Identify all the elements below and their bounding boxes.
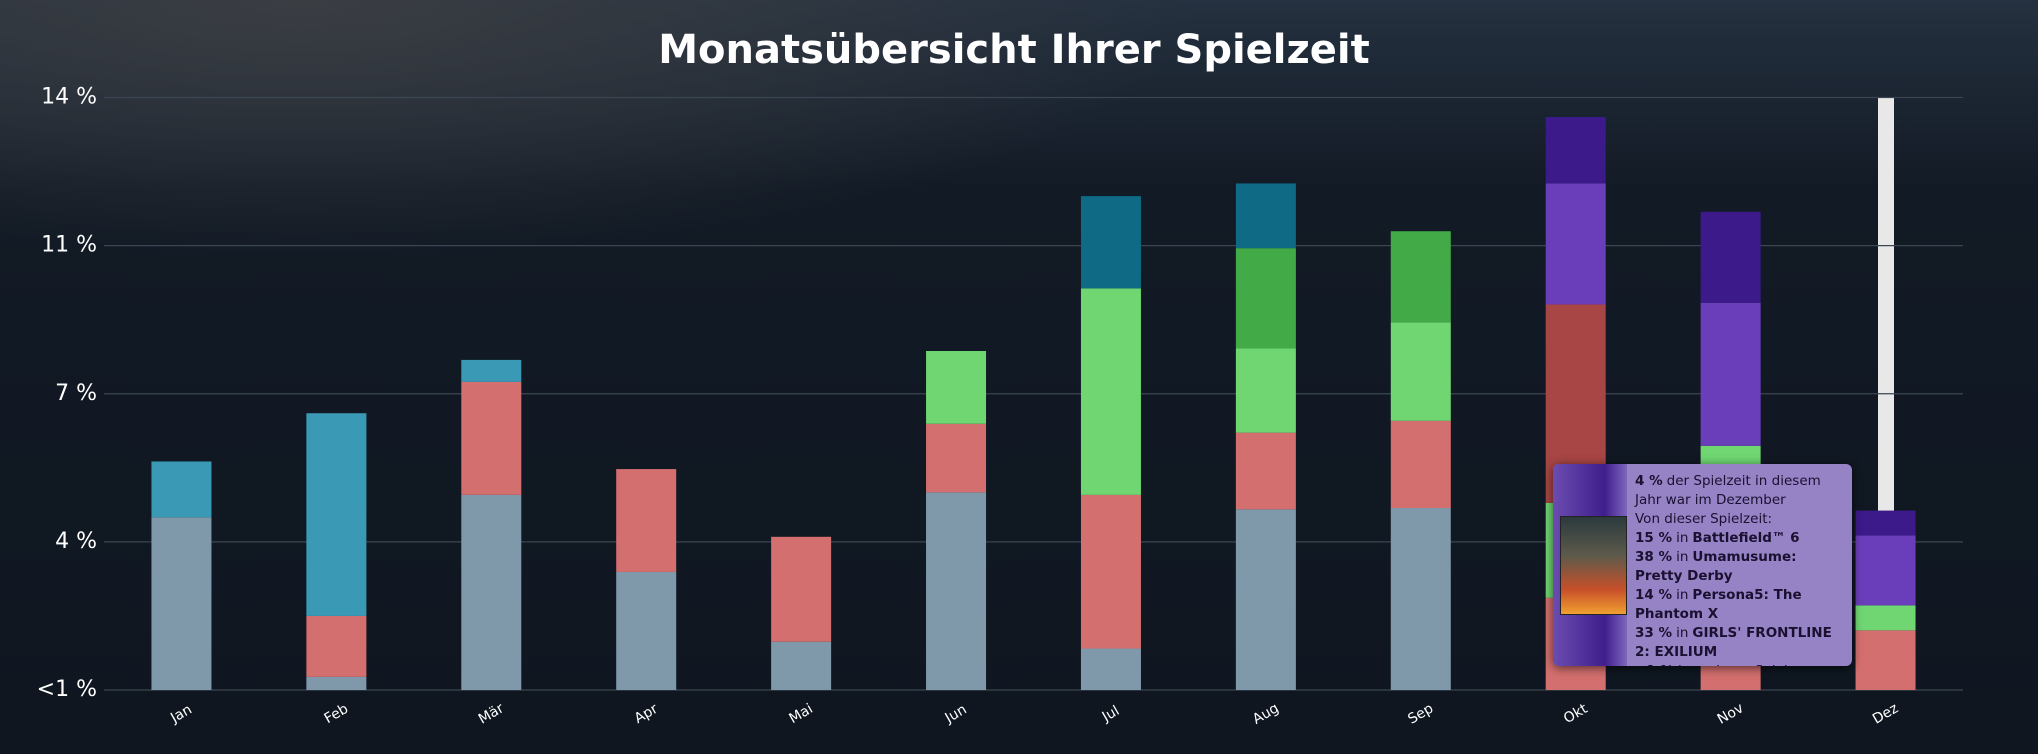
bar-segment (1855, 630, 1916, 690)
bar-segment (151, 461, 212, 518)
tooltip-game: Battlefield™ 6 (1692, 530, 1800, 546)
bar-segment (1235, 183, 1296, 249)
bar-segment (306, 676, 367, 690)
bar-segment (1390, 231, 1451, 323)
x-tick-label: Jan (167, 702, 195, 727)
bar-segment (306, 615, 367, 677)
tooltip-text: in (1676, 587, 1689, 603)
bar-segment (1080, 494, 1141, 649)
bar-segment (771, 536, 832, 642)
tooltip-text: 4 % der Spielzeit in diesem Jahr war im D… (1635, 472, 1847, 666)
y-tick-label: 4 % (55, 529, 97, 554)
y-tick-label: 7 % (55, 381, 97, 406)
bar-segment (1545, 183, 1606, 305)
tooltip-text: in (1676, 625, 1689, 641)
bar-segment (1235, 432, 1296, 510)
tooltip-line: 33 % in GIRLS' FRONTLINE 2: EXILIUM (1635, 624, 1847, 662)
bar-segment (926, 423, 987, 493)
bar-segment (306, 413, 367, 616)
bar-segment (461, 494, 522, 690)
tooltip-bold: <1 % (1635, 663, 1674, 666)
hover-highlight (1878, 97, 1894, 511)
bar-segment (926, 351, 987, 424)
tooltip-text: in anderen Spielen (1678, 663, 1805, 666)
bar-segment (151, 517, 212, 690)
bar-segment (1855, 510, 1916, 536)
bar-segment (1700, 211, 1761, 303)
bar-segment (926, 492, 987, 690)
tooltip-game: GIRLS' FRONTLINE 2: EXILIUM (1635, 625, 1832, 660)
bar-segment (616, 469, 677, 572)
bar-segment (1390, 508, 1451, 690)
x-tick-label: Sep (1405, 700, 1436, 727)
x-tick-label: Apr (632, 701, 661, 727)
x-tick-label: Jul (1099, 703, 1123, 726)
bar-segment (1080, 648, 1141, 690)
bar-segment (1855, 605, 1916, 631)
tooltip-text: in (1676, 549, 1689, 565)
tooltip-text: Von dieser Spielzeit: (1635, 511, 1773, 527)
tooltip-line: 4 % der Spielzeit in diesem Jahr war im D… (1635, 472, 1847, 510)
bar-segment (1235, 348, 1296, 433)
bar-segment (1700, 302, 1761, 446)
x-tick-label: Jun (942, 702, 970, 727)
tooltip-line: 14 % in Persona5: The Phantom X (1635, 586, 1847, 624)
tooltip-line: 38 % in Umamusume: Pretty Derby (1635, 548, 1847, 586)
bar-segment (1390, 420, 1451, 509)
tooltip-game: Umamusume: Pretty Derby (1635, 549, 1797, 584)
bar-segment (461, 381, 522, 495)
tooltip-line: Von dieser Spielzeit: (1635, 510, 1847, 529)
tooltip-text: der Spielzeit in diesem Jahr war im Deze… (1635, 473, 1821, 508)
x-tick-label: Feb (322, 701, 352, 727)
tooltip-game: Persona5: The Phantom X (1635, 587, 1802, 622)
bar-segment (1080, 288, 1141, 495)
bar-segment (1855, 535, 1916, 606)
tooltip: 4 % der Spielzeit in diesem Jahr war im D… (1553, 464, 1852, 666)
x-tick-label: Okt (1561, 701, 1591, 727)
tooltip-bold: 38 % (1635, 549, 1673, 565)
bar-segment (616, 571, 677, 690)
bar-segment (771, 641, 832, 690)
x-tick-label: Nov (1715, 700, 1747, 728)
tooltip-bold: 4 % (1635, 473, 1663, 489)
x-tick-label: Dez (1870, 700, 1901, 727)
tooltip-bold: 15 % (1635, 530, 1673, 546)
y-tick-label: 11 % (41, 233, 97, 258)
bar-segment (1080, 196, 1141, 289)
x-tick-label: Aug (1250, 700, 1282, 728)
y-tick-label: 14 % (41, 85, 97, 110)
tooltip-line: <1 % in anderen Spielen (1635, 662, 1847, 666)
x-tick-label: Mär (476, 700, 507, 727)
x-tick-label: Mai (786, 701, 815, 727)
tooltip-line: 15 % in Battlefield™ 6 (1635, 529, 1847, 548)
chart-title: Monatsübersicht Ihrer Spielzeit (658, 27, 1370, 73)
y-tick-label: <1 % (37, 677, 97, 702)
bar-segment (1545, 116, 1606, 184)
bar-segment (461, 359, 522, 382)
bar-segment (1235, 509, 1296, 690)
tooltip-bold: 33 % (1635, 625, 1673, 641)
tooltip-bold: 14 % (1635, 587, 1673, 603)
bar-segment (1390, 322, 1451, 421)
game-cover (1560, 516, 1627, 615)
bar-segment (1235, 248, 1296, 349)
tooltip-text: in (1676, 530, 1689, 546)
